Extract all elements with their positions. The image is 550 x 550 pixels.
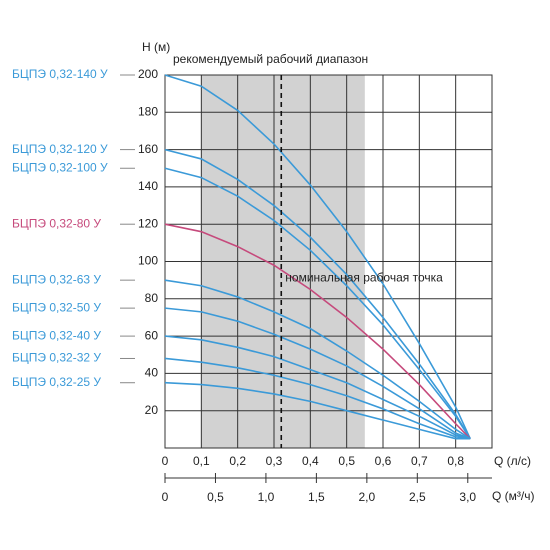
y-axis-title: H (м): [142, 40, 170, 54]
legend-label: БЦПЭ 0,32-40 У: [12, 328, 101, 342]
pump-curve: [164, 307, 471, 440]
pump-curve: [164, 335, 471, 440]
legend-label: БЦПЭ 0,32-100 У: [12, 160, 108, 174]
y-tick-label: 200: [138, 67, 158, 81]
pump-curve: [164, 279, 471, 440]
x-tick-label: 0,3: [266, 454, 283, 468]
x-tick-label: 0,7: [411, 454, 428, 468]
x2-tick-label: 0: [162, 490, 169, 504]
y-tick-label: 120: [138, 216, 158, 230]
pump-curve: [164, 357, 471, 440]
y-tick-label: 180: [138, 104, 158, 118]
x-tick-label: 0,8: [447, 454, 464, 468]
y-tick-label: 80: [145, 291, 159, 305]
reference-label: номинальная рабочая точка: [285, 270, 443, 284]
x-tick-label: 0,4: [302, 454, 319, 468]
pump-curve: [164, 148, 471, 440]
x-tick-label: 0: [162, 454, 169, 468]
y-tick-label: 40: [145, 366, 159, 380]
x-tick-label: 0,5: [338, 454, 355, 468]
y-tick-label: 140: [138, 179, 158, 193]
pump-curve: [164, 167, 471, 440]
x2-tick-label: 1,0: [258, 490, 275, 504]
x2-tick-label: 3,0: [459, 490, 476, 504]
legend-label: БЦПЭ 0,32-80 У: [12, 216, 101, 230]
plot-frame: [164, 74, 493, 449]
x-tick-label: 0,6: [375, 454, 392, 468]
x-tick-label: 0,2: [229, 454, 246, 468]
x2-tick-label: 2,5: [409, 490, 426, 504]
y-tick-label: 20: [145, 403, 159, 417]
legend-label: БЦПЭ 0,32-50 У: [12, 300, 101, 314]
legend-label: БЦПЭ 0,32-140 У: [12, 67, 108, 81]
y-tick-label: 60: [145, 328, 159, 342]
legend-label: БЦПЭ 0,32-25 У: [12, 375, 101, 389]
x2-tick-label: 2,0: [359, 490, 376, 504]
x2-tick-label: 0,5: [207, 490, 224, 504]
pump-curve: [164, 74, 471, 440]
x2-tick-label: 1,5: [308, 490, 325, 504]
pump-curve: [164, 381, 471, 440]
y-tick-label: 100: [138, 254, 158, 268]
x-tick-label: 0,1: [193, 454, 210, 468]
legend-label: БЦПЭ 0,32-120 У: [12, 142, 108, 156]
legend-label: БЦПЭ 0,32-63 У: [12, 272, 101, 286]
band-label: рекомендуемый рабочий диапазон: [173, 52, 368, 66]
y-tick-label: 160: [138, 142, 158, 156]
legend-label: БЦПЭ 0,32-32 У: [12, 351, 101, 365]
pump-curve: [164, 223, 471, 440]
x-axis-title: Q (л/с): [494, 454, 531, 468]
x2-axis-title: Q (м³/ч): [492, 489, 535, 503]
